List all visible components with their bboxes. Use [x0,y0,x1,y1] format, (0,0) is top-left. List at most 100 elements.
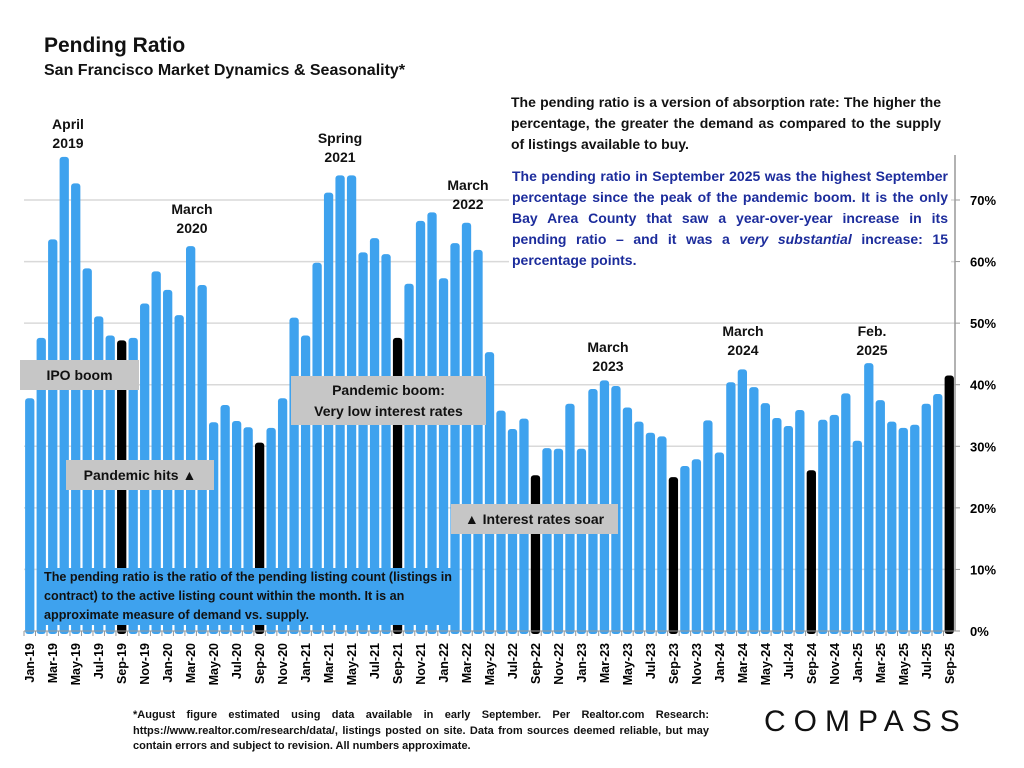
x-tick-label: Jan-24 [713,643,727,683]
bar-oct-21 [404,283,414,634]
bar-oct-23 [680,465,690,634]
peak-label-feb-2025: Feb. 2025 [856,323,888,358]
footnote: *August figure estimated using data avai… [133,709,709,752]
peak-label-spring-2021: Spring 2021 [317,130,363,165]
definition-text: The pending ratio is the ratio of the pe… [40,568,456,625]
bar-jan-23 [576,448,587,634]
bar-jul-21 [369,238,380,634]
bar-apr-24 [749,387,759,634]
x-tick-label: Nov-20 [276,643,290,685]
bar-nov-23 [691,459,702,634]
x-tick-label: May-21 [345,643,359,685]
x-tick-label: Jul-22 [506,643,520,679]
bar-aug-24 [795,409,805,634]
bar-feb-25 [864,363,874,634]
bar-mar-24 [737,369,748,634]
annotation-pandemic-boom: Pandemic boom: Very low interest rates [291,376,486,425]
x-tick-label: Jul-20 [230,643,244,679]
x-tick-label: Jul-25 [920,643,934,679]
x-tick-label: Sep-25 [943,643,957,684]
x-tick-label: Sep-20 [253,643,267,684]
bar-mar-19 [48,239,58,635]
x-tick-label: Jan-23 [575,643,589,683]
y-tick-label: 60% [970,255,996,270]
bar-feb-22 [450,243,460,634]
x-tick-label: Mar-24 [736,643,750,683]
bar-nov-24 [829,414,839,634]
x-tick-label: May-22 [483,643,497,685]
bar-aug-25 [933,393,943,634]
peak-label-march-2023: March 2023 [587,339,629,374]
x-tick-label: Jan-20 [161,643,175,683]
bar-nov-21 [415,220,426,635]
bar-apr-25 [887,421,897,634]
x-tick-label: May-19 [69,643,83,685]
bar-feb-21 [312,262,322,634]
compass-logo: COMPASS [764,705,968,738]
peak-label-march-2020: March 2020 [171,201,213,236]
chart-title: Pending Ratio [44,34,186,57]
annotation-ipo-boom: IPO boom [20,360,139,390]
bar-jul-23 [645,432,656,634]
x-tick-label: Jan-19 [23,643,37,683]
bar-feb-19 [36,337,46,634]
x-tick-label: Nov-23 [690,643,704,685]
description-text: The pending ratio is a version of absorp… [511,94,941,152]
bar-jun-24 [772,417,782,634]
x-tick-label: Sep-21 [391,643,405,684]
bar-sep-22 [530,475,541,634]
bar-sep-25 [944,375,954,634]
y-tick-label: 0% [970,624,989,639]
x-tick-label: Jul-24 [782,643,796,679]
bar-oct-22 [542,448,552,634]
x-tick-label: Jan-25 [851,643,865,683]
bar-may-19 [71,183,81,634]
peak-label-march-2022: March 2022 [447,177,489,212]
x-tick-label: Mar-20 [184,643,198,683]
bar-jun-21 [358,252,368,635]
x-tick-label: Mar-22 [460,643,474,683]
x-tick-label: Nov-21 [414,643,428,685]
bar-sep-24 [806,470,816,634]
x-tick-label: May-24 [759,643,773,685]
x-tick-label: Sep-23 [667,643,681,684]
bar-dec-24 [841,393,851,634]
bar-apr-22 [473,249,483,634]
annotation-pandemic-hits: Pandemic hits ▲ [66,460,214,490]
x-tick-label: Mar-23 [598,643,612,683]
bar-jun-23 [634,421,644,634]
bar-may-25 [898,427,908,634]
bar-oct-24 [818,419,828,634]
highlight-text: The pending ratio in September 2025 was … [509,166,951,271]
bar-apr-19 [59,156,69,634]
bar-jan-24 [714,452,725,634]
y-tick-label: 20% [970,501,996,516]
y-tick-label: 30% [970,439,996,454]
bar-jan-22 [438,278,449,634]
bar-jun-25 [910,424,920,634]
x-tick-label: Jul-19 [92,643,106,679]
x-tick-label: Sep-24 [805,643,819,684]
x-tick-label: Sep-22 [529,643,543,684]
x-tick-label: Nov-24 [828,643,842,685]
bar-jan-19 [25,398,35,634]
bar-dec-23 [703,420,713,634]
bar-feb-24 [726,382,736,634]
x-tick-label: May-23 [621,643,635,685]
x-tick-label: Jul-23 [644,643,658,679]
x-tick-label: May-20 [207,643,221,685]
bar-nov-22 [553,448,564,634]
x-tick-label: May-25 [897,643,911,685]
x-tick-label: Mar-25 [874,643,888,683]
bar-mar-22 [461,222,472,634]
x-tick-label: Mar-19 [46,643,60,683]
x-tick-label: Jan-21 [299,643,313,683]
bar-mar-25 [875,400,885,634]
x-tick-label: Nov-22 [552,643,566,685]
x-tick-label: Sep-19 [115,643,129,684]
bar-mar-20 [186,246,196,634]
y-tick-label: 70% [970,193,996,208]
bar-sep-23 [668,477,679,634]
x-tick-label: Nov-19 [138,643,152,685]
